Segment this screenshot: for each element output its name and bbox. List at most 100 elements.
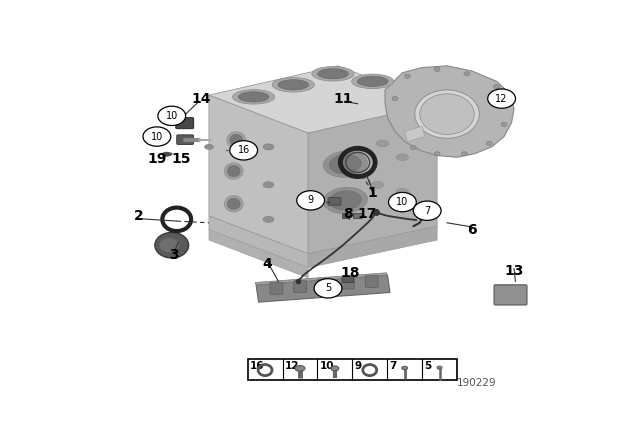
Ellipse shape	[396, 188, 408, 195]
Ellipse shape	[464, 72, 470, 76]
Text: 14: 14	[192, 91, 211, 106]
Ellipse shape	[238, 92, 269, 102]
Text: 10: 10	[396, 197, 408, 207]
Ellipse shape	[330, 155, 362, 174]
Text: 9: 9	[308, 195, 314, 205]
Circle shape	[230, 141, 257, 160]
FancyBboxPatch shape	[365, 276, 378, 287]
Ellipse shape	[227, 132, 246, 148]
Polygon shape	[255, 273, 388, 285]
Ellipse shape	[501, 122, 507, 126]
Ellipse shape	[357, 76, 388, 86]
Text: 10: 10	[151, 132, 163, 142]
Ellipse shape	[230, 134, 243, 146]
Text: 11: 11	[333, 91, 353, 106]
Circle shape	[413, 201, 441, 220]
Circle shape	[143, 127, 171, 146]
Ellipse shape	[392, 96, 398, 101]
Ellipse shape	[227, 165, 240, 177]
FancyBboxPatch shape	[317, 279, 330, 291]
Wedge shape	[161, 152, 172, 156]
FancyBboxPatch shape	[177, 135, 193, 145]
Ellipse shape	[330, 191, 362, 210]
Ellipse shape	[402, 366, 408, 370]
Ellipse shape	[404, 74, 410, 78]
Polygon shape	[209, 95, 308, 254]
FancyBboxPatch shape	[341, 277, 355, 289]
Ellipse shape	[434, 152, 440, 156]
Ellipse shape	[415, 90, 479, 138]
Ellipse shape	[371, 181, 384, 188]
Ellipse shape	[376, 140, 388, 147]
Ellipse shape	[225, 163, 243, 179]
Text: 19: 19	[147, 152, 166, 166]
Circle shape	[158, 106, 186, 125]
Ellipse shape	[396, 154, 408, 161]
Text: 13: 13	[504, 264, 524, 278]
Text: 16: 16	[237, 145, 250, 155]
Ellipse shape	[504, 102, 511, 106]
Text: 4: 4	[262, 257, 273, 271]
Ellipse shape	[420, 94, 474, 134]
Text: 5: 5	[325, 283, 331, 293]
Ellipse shape	[410, 146, 416, 150]
Ellipse shape	[225, 195, 243, 212]
Ellipse shape	[295, 366, 305, 371]
FancyBboxPatch shape	[176, 117, 193, 129]
Ellipse shape	[227, 198, 240, 210]
Circle shape	[388, 193, 416, 212]
Ellipse shape	[272, 78, 314, 92]
Text: 7: 7	[390, 361, 397, 371]
Ellipse shape	[263, 216, 274, 223]
Ellipse shape	[351, 147, 364, 154]
Text: 1: 1	[368, 186, 378, 200]
Ellipse shape	[486, 142, 492, 146]
Polygon shape	[308, 226, 437, 267]
Ellipse shape	[323, 151, 367, 177]
Text: 18: 18	[340, 266, 360, 280]
Polygon shape	[405, 126, 425, 142]
Polygon shape	[209, 66, 437, 133]
Polygon shape	[385, 66, 514, 157]
Bar	[342, 213, 349, 218]
Ellipse shape	[434, 67, 440, 71]
Polygon shape	[209, 230, 308, 278]
Text: 8: 8	[343, 207, 353, 221]
FancyBboxPatch shape	[270, 283, 283, 294]
Circle shape	[314, 279, 342, 298]
Text: 10: 10	[320, 361, 334, 371]
Ellipse shape	[461, 152, 467, 156]
Ellipse shape	[159, 238, 179, 253]
Polygon shape	[256, 275, 390, 302]
Text: 190229: 190229	[457, 379, 497, 388]
Text: 5: 5	[424, 361, 432, 371]
FancyBboxPatch shape	[328, 198, 341, 205]
Text: 3: 3	[170, 248, 179, 262]
Ellipse shape	[232, 90, 275, 104]
Ellipse shape	[351, 74, 394, 89]
Text: 15: 15	[172, 152, 191, 166]
Bar	[248, 359, 457, 380]
Bar	[342, 276, 353, 282]
FancyBboxPatch shape	[294, 281, 307, 293]
Ellipse shape	[323, 187, 367, 214]
Ellipse shape	[415, 211, 420, 215]
Text: 10: 10	[166, 111, 178, 121]
Ellipse shape	[263, 144, 274, 150]
Text: 9: 9	[355, 361, 362, 371]
Text: 17: 17	[357, 207, 376, 221]
Ellipse shape	[331, 366, 339, 371]
Circle shape	[488, 89, 515, 108]
Text: 12: 12	[285, 361, 300, 371]
FancyBboxPatch shape	[494, 285, 527, 305]
Text: 6: 6	[467, 223, 477, 237]
Ellipse shape	[155, 233, 189, 258]
Ellipse shape	[312, 66, 354, 81]
Text: 16: 16	[250, 361, 264, 371]
Circle shape	[297, 191, 324, 210]
Bar	[353, 213, 362, 218]
Text: 2: 2	[134, 209, 143, 223]
Text: 12: 12	[495, 94, 508, 103]
Ellipse shape	[278, 80, 308, 90]
Ellipse shape	[493, 85, 500, 89]
